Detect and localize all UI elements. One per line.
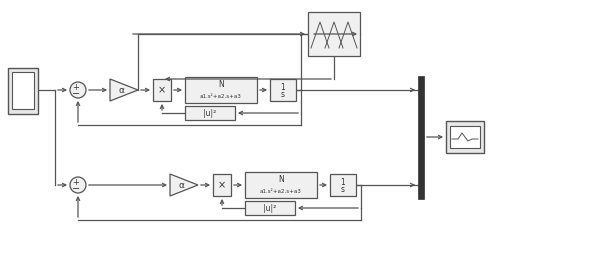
Bar xyxy=(330,174,356,196)
Bar xyxy=(450,126,480,148)
Text: N: N xyxy=(218,80,224,88)
Bar xyxy=(185,77,257,103)
Text: a1.s²+a2.s+a3: a1.s²+a2.s+a3 xyxy=(260,188,302,193)
Text: |u|²: |u|² xyxy=(263,203,277,212)
Polygon shape xyxy=(170,174,198,196)
Polygon shape xyxy=(110,79,138,101)
Text: 1: 1 xyxy=(281,83,286,91)
Bar xyxy=(308,12,360,56)
Text: α: α xyxy=(178,180,184,190)
Text: +: + xyxy=(73,83,79,91)
Text: 1: 1 xyxy=(341,177,346,187)
Bar xyxy=(8,68,38,114)
Bar xyxy=(153,79,171,101)
Bar xyxy=(446,121,484,153)
Text: s: s xyxy=(281,90,285,99)
Text: −: − xyxy=(72,88,80,98)
Bar xyxy=(213,174,231,196)
Text: |u|²: |u|² xyxy=(203,108,217,118)
Text: ×: × xyxy=(158,85,166,95)
Circle shape xyxy=(70,177,86,193)
Bar xyxy=(185,106,235,120)
Bar xyxy=(270,79,296,101)
Text: ×: × xyxy=(218,180,226,190)
Circle shape xyxy=(70,82,86,98)
Text: +: + xyxy=(73,177,79,187)
Bar xyxy=(418,76,424,199)
Text: −: − xyxy=(72,183,80,193)
Bar xyxy=(245,172,317,198)
Text: s: s xyxy=(341,185,345,194)
Text: N: N xyxy=(278,175,284,183)
Text: α: α xyxy=(118,86,124,95)
Bar xyxy=(12,72,34,109)
Text: a1.s²+a2.s+a3: a1.s²+a2.s+a3 xyxy=(200,93,242,98)
Bar xyxy=(245,201,295,215)
